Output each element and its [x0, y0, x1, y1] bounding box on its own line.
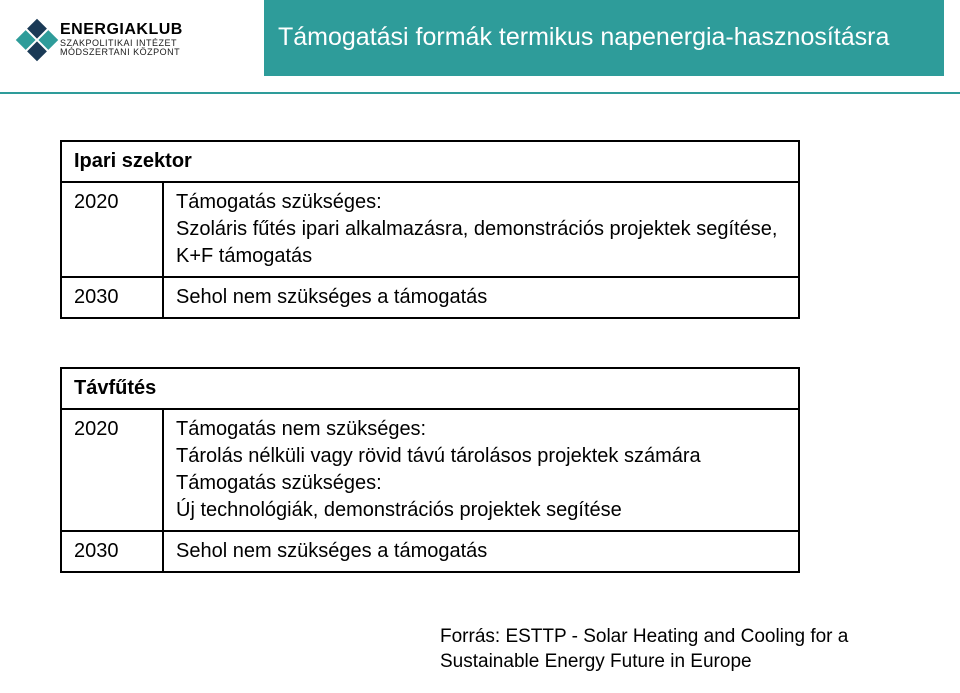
table-row: 2020 Támogatás nem szükséges: Tárolás né… [61, 409, 799, 531]
logo-name: ENERGIAKLUB [60, 22, 183, 39]
logo-text: ENERGIAKLUB SZAKPOLITIKAI INTÉZET MÓDSZE… [60, 22, 183, 58]
header-divider [0, 92, 960, 94]
table-row: 2020 Támogatás szükséges: Szoláris fűtés… [61, 182, 799, 277]
desc-line: Támogatás szükséges: [176, 189, 788, 216]
table-row: 2030 Sehol nem szükséges a támogatás [61, 277, 799, 318]
desc-cell: Támogatás nem szükséges: Tárolás nélküli… [163, 409, 799, 531]
table-row: Ipari szektor [61, 141, 799, 182]
logo-icon [16, 19, 58, 61]
source-line: Forrás: ESTTP - Solar Heating and Coolin… [440, 626, 848, 647]
slide: { "colors": { "accent": "#2e9c9a", "logo… [0, 0, 960, 693]
year-cell: 2030 [61, 277, 163, 318]
logo: ENERGIAKLUB SZAKPOLITIKAI INTÉZET MÓDSZE… [22, 22, 183, 58]
table-row: Távfűtés [61, 368, 799, 409]
table-header: Távfűtés [61, 368, 799, 409]
desc-line: Támogatás szükséges: [176, 470, 788, 497]
desc-line: Szoláris fűtés ipari alkalmazásra, demon… [176, 216, 788, 270]
desc-line: Új technológiák, demonstrációs projektek… [176, 497, 788, 524]
desc-cell: Sehol nem szükséges a támogatás [163, 277, 799, 318]
content: Ipari szektor 2020 Támogatás szükséges: … [60, 140, 900, 621]
desc-line: Támogatás nem szükséges: [176, 416, 788, 443]
slide-title: Támogatási formák termikus napenergia-ha… [264, 0, 944, 76]
logo-sub2: MÓDSZERTANI KÖZPONT [60, 48, 183, 57]
desc-line: Sehol nem szükséges a támogatás [176, 284, 788, 311]
table-tavfutes: Távfűtés 2020 Támogatás nem szükséges: T… [60, 367, 800, 573]
source-footer: Forrás: ESTTP - Solar Heating and Coolin… [440, 625, 940, 674]
year-cell: 2020 [61, 409, 163, 531]
desc-line: Tárolás nélküli vagy rövid távú tároláso… [176, 443, 788, 470]
source-line: Sustainable Energy Future in Europe [440, 651, 752, 672]
desc-cell: Sehol nem szükséges a támogatás [163, 531, 799, 572]
table-ipari: Ipari szektor 2020 Támogatás szükséges: … [60, 140, 800, 319]
desc-cell: Támogatás szükséges: Szoláris fűtés ipar… [163, 182, 799, 277]
table-row: 2030 Sehol nem szükséges a támogatás [61, 531, 799, 572]
year-cell: 2030 [61, 531, 163, 572]
slide-title-text: Támogatási formák termikus napenergia-ha… [278, 22, 889, 53]
desc-line: Sehol nem szükséges a támogatás [176, 538, 788, 565]
year-cell: 2020 [61, 182, 163, 277]
table-header: Ipari szektor [61, 141, 799, 182]
